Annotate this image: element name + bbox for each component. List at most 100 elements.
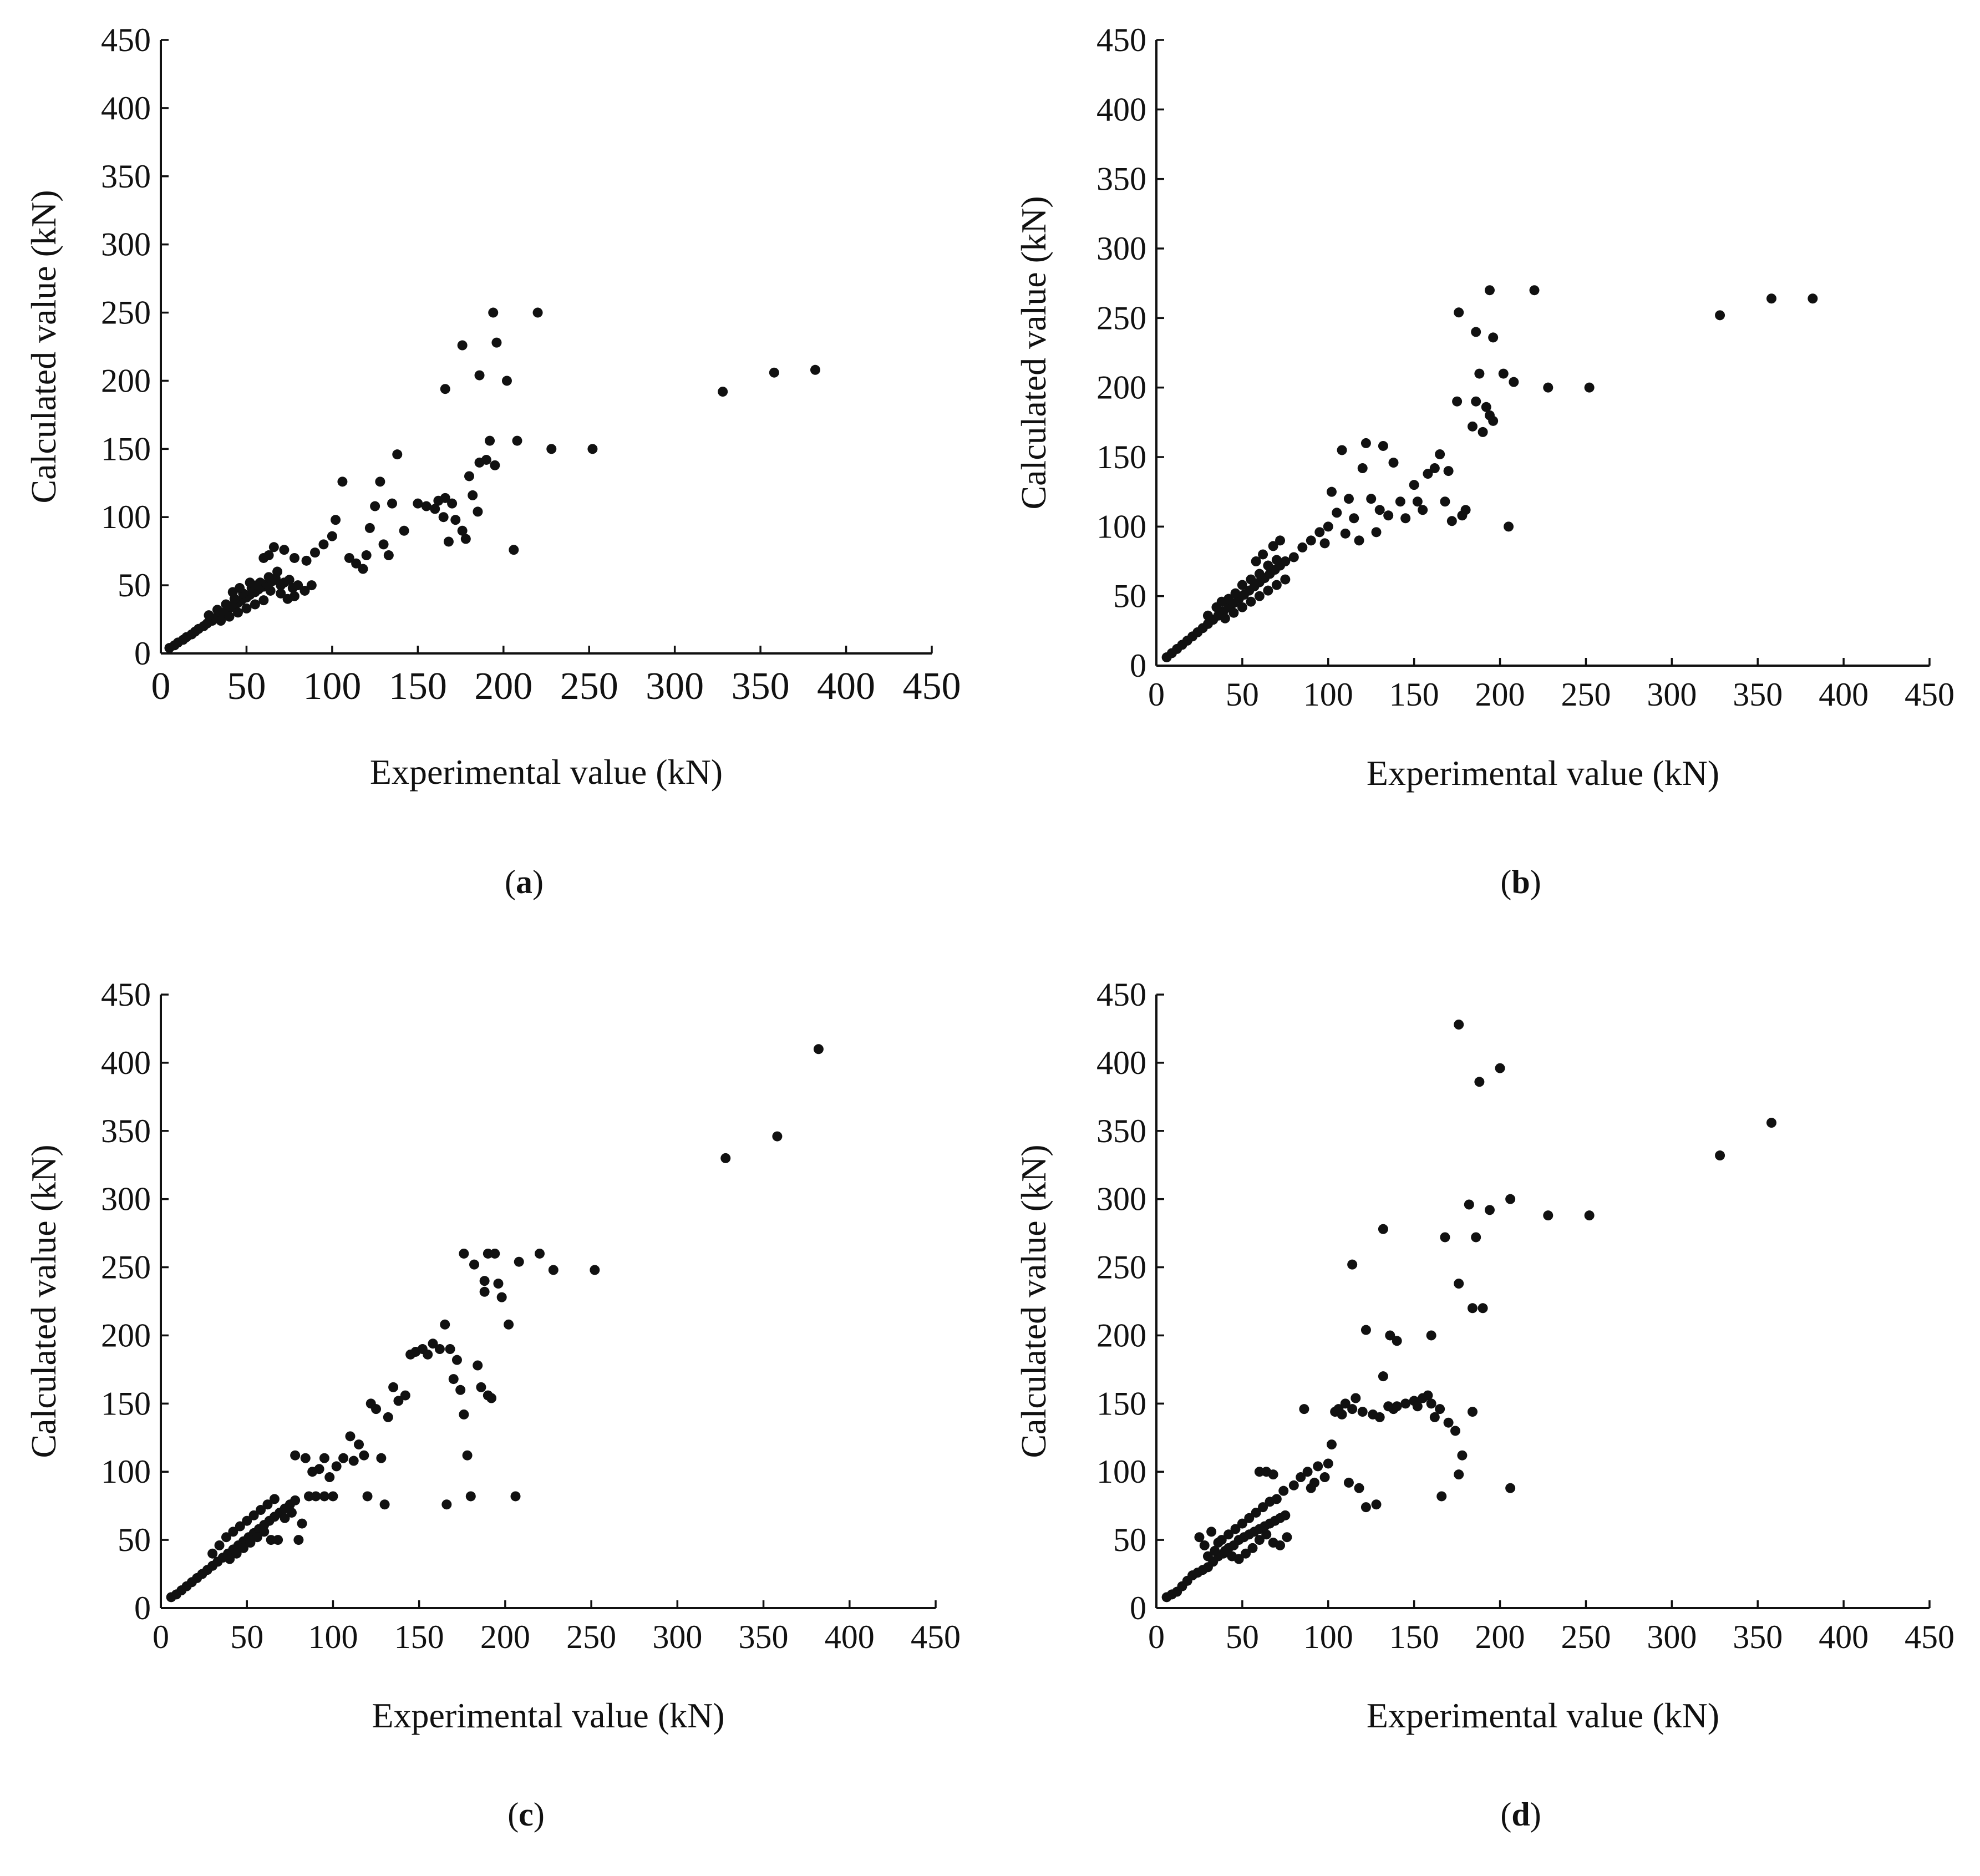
scatter-point xyxy=(235,583,245,594)
scatter-point xyxy=(248,1510,259,1520)
scatter-point xyxy=(1268,541,1278,551)
y-tick-label: 150 xyxy=(1096,439,1146,475)
x-tick-label: 50 xyxy=(1226,676,1259,713)
scatter-point xyxy=(233,607,243,618)
scatter-point xyxy=(301,555,312,566)
scatter-point xyxy=(1347,1259,1358,1270)
scatter-point xyxy=(464,471,474,481)
scatter-point xyxy=(310,547,320,558)
scatter-point xyxy=(273,1535,283,1545)
panel-caption: (b) xyxy=(1500,864,1541,900)
scatter-point xyxy=(252,1532,262,1543)
scatter-point xyxy=(445,1344,455,1355)
scatter-point xyxy=(1378,1371,1388,1382)
x-tick-label: 150 xyxy=(1389,676,1439,713)
scatter-point xyxy=(1323,521,1333,532)
y-tick-label: 300 xyxy=(101,1181,151,1218)
y-axis-title: Calculated value (kN) xyxy=(1014,1144,1053,1458)
scatter-point xyxy=(1251,1507,1261,1518)
scatter-point xyxy=(486,1393,497,1403)
scatter-point xyxy=(375,476,385,487)
scatter-point xyxy=(1467,1407,1478,1417)
scatter-point xyxy=(1529,285,1540,296)
x-tick-label: 300 xyxy=(646,665,704,708)
scatter-point xyxy=(490,460,500,470)
x-tick-label: 300 xyxy=(1647,1619,1697,1655)
scatter-point xyxy=(476,1382,486,1392)
y-tick-label: 350 xyxy=(101,1113,151,1149)
scatter-point xyxy=(1237,580,1247,590)
scatter-point xyxy=(327,531,337,541)
x-tick-label: 350 xyxy=(1733,676,1783,713)
y-tick-label: 100 xyxy=(1096,508,1146,545)
panel-b: 0 50 100 150 200 250 300 350 400 450 0 50 100 150 200 2… xyxy=(990,0,1980,938)
scatter-point xyxy=(1326,1439,1337,1450)
scatter-point xyxy=(546,444,557,454)
scatter-point xyxy=(813,1044,824,1054)
scatter-point xyxy=(440,1319,450,1330)
scatter-point xyxy=(1302,1467,1313,1477)
x-tick-label: 100 xyxy=(1303,676,1353,713)
scatter-point xyxy=(1484,285,1495,296)
scatter-point xyxy=(1478,1303,1488,1314)
scatter-point xyxy=(441,1499,452,1510)
x-tick-label: 150 xyxy=(389,665,447,708)
x-tick-label: 450 xyxy=(1905,1619,1954,1655)
scatter-point xyxy=(378,539,389,550)
scatter-point xyxy=(1412,1401,1423,1412)
scatter-point xyxy=(488,307,499,318)
scatter-point xyxy=(1400,513,1411,524)
x-tick-label: 400 xyxy=(1819,1619,1869,1655)
scatter-point xyxy=(1374,1412,1385,1422)
scatter-point xyxy=(319,1453,329,1463)
y-tick-label: 450 xyxy=(101,22,151,58)
scatter-point xyxy=(1766,293,1777,304)
y-tick-label: 250 xyxy=(1096,1249,1146,1286)
scatter-point xyxy=(1354,535,1364,546)
x-tick-label: 0 xyxy=(151,665,171,708)
scatter-point xyxy=(1241,1548,1251,1559)
y-tick-label: 250 xyxy=(1096,300,1146,336)
x-axis-title: Experimental value (kN) xyxy=(1367,1696,1719,1735)
scatter-point xyxy=(245,1538,256,1548)
scatter-point xyxy=(265,585,276,596)
scatter-point xyxy=(413,498,423,509)
scatter-point xyxy=(440,493,450,503)
scatter-point xyxy=(1443,1417,1454,1428)
x-tick-label: 250 xyxy=(566,1619,616,1655)
scatter-point xyxy=(1412,496,1423,507)
scatter-point xyxy=(1237,602,1247,612)
scatter-point xyxy=(262,1499,273,1510)
scatter-point xyxy=(1584,1210,1595,1221)
scatter-point xyxy=(1505,1483,1516,1493)
scatter-point xyxy=(289,552,299,563)
scatter-point xyxy=(324,1472,335,1483)
scatter-point xyxy=(718,387,728,397)
scatter-point xyxy=(1258,1502,1268,1513)
scatter-point xyxy=(379,1499,390,1510)
scatter-point xyxy=(1199,1540,1210,1550)
scatter-point xyxy=(1418,505,1428,515)
panel-a: 0 50 100 150 200 250 300 350 400 450 0 50 100 150 200 2… xyxy=(0,0,990,938)
scatter-point xyxy=(331,1461,342,1472)
panel-label: c xyxy=(519,1796,534,1833)
y-tick-label: 150 xyxy=(1096,1385,1146,1422)
scatter-point xyxy=(1220,1545,1230,1556)
scatter-point xyxy=(1429,463,1440,474)
scatter-point xyxy=(303,1491,314,1502)
scatter-point xyxy=(314,1464,324,1474)
scatter-point xyxy=(720,1153,731,1163)
scatter-point xyxy=(1351,1393,1361,1403)
scatter-point xyxy=(1340,1398,1351,1409)
scatter-point xyxy=(272,566,283,577)
scatter-point xyxy=(1378,440,1388,451)
scatter-point xyxy=(1388,458,1399,468)
scatter-point xyxy=(448,1374,459,1385)
scatter-point xyxy=(1258,549,1268,560)
scatter-point xyxy=(1349,513,1359,524)
x-tick-label: 450 xyxy=(1905,676,1954,713)
scatter-point xyxy=(383,1412,393,1422)
y-tick-label: 0 xyxy=(1130,1590,1146,1626)
scatter-point xyxy=(450,515,461,525)
scatter-point xyxy=(1280,1510,1291,1520)
